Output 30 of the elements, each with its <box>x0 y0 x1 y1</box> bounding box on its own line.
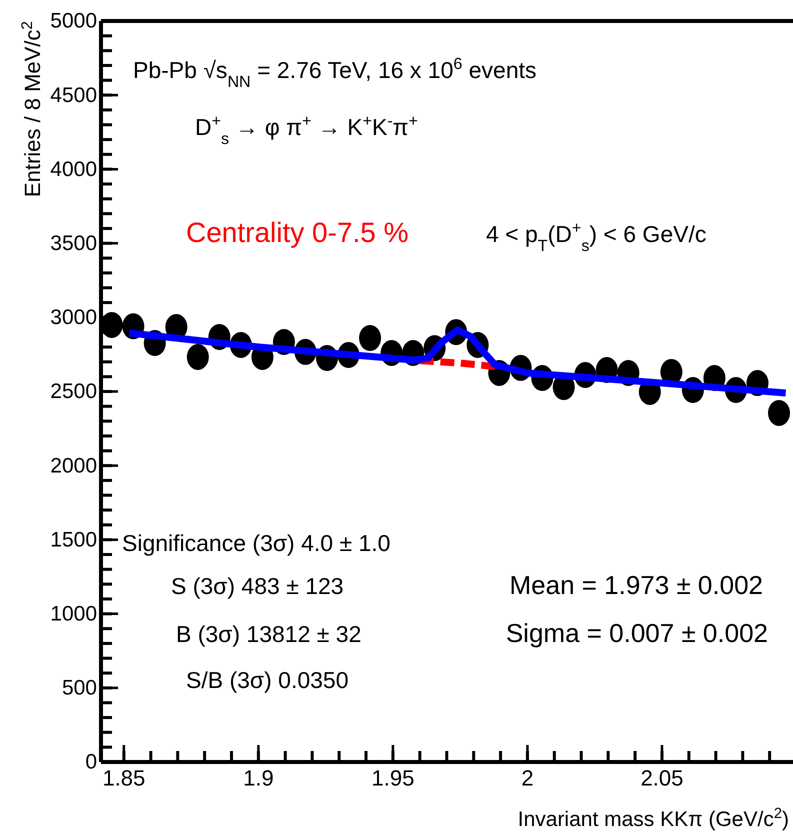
text: D$^{+}$$_{s}$ → φ π$^{+}$ → K$^{+}$K$^{-}$π$^{+}$ <box>195 112 418 148</box>
x-tick-label: 2.05 <box>640 766 684 791</box>
y-tick-label: 4000 <box>50 158 97 181</box>
point <box>186 344 209 370</box>
annotation: S (3σ) 483 ± 123 <box>171 573 344 599</box>
annotation: Mean = 1.973 ± 0.002 <box>509 570 763 600</box>
annotation: Significance (3σ) 4.0 ± 1.0 <box>122 530 390 556</box>
y-tick-label: 3500 <box>50 232 97 256</box>
x-tick-label: 1.85 <box>102 766 146 791</box>
y-tick-label: 1000 <box>50 602 97 626</box>
y-tick-label: 1500 <box>50 528 97 552</box>
annotation: Centrality 0-7.5 % <box>186 217 409 248</box>
annotation: S/B (3σ) 0.0350 <box>186 667 349 693</box>
annotation: 4 < p$_{T}$(D$^{+}$$_{s}$) < 6 GeV/c <box>486 219 706 255</box>
annotation: Pb-Pb √s$_{NN}$ = 2.76 TeV, 16 x 10$^{6}$ events <box>133 55 536 91</box>
x-axis-title: Invariant mass KKπ (GeV/c$^{2}$) <box>518 806 789 831</box>
x-tick-label: 2 <box>521 766 534 791</box>
x-tick-label: 1.9 <box>243 766 274 791</box>
y-tick-label: 0 <box>85 750 97 774</box>
annotation: Sigma = 0.007 ± 0.002 <box>506 618 768 648</box>
y-tick-label: 2000 <box>50 454 97 478</box>
y-tick-label: 4500 <box>50 84 97 107</box>
point <box>768 400 790 426</box>
y-tick-label: 5000 <box>50 10 97 33</box>
annotation: B (3σ) 13812 ± 32 <box>176 621 362 647</box>
y-tick-label: 3000 <box>50 306 97 330</box>
y-tick-label: 500 <box>62 676 97 700</box>
x-tick-label: 1.95 <box>372 766 414 791</box>
point <box>359 325 382 351</box>
y-tick-label: 2500 <box>50 380 97 404</box>
